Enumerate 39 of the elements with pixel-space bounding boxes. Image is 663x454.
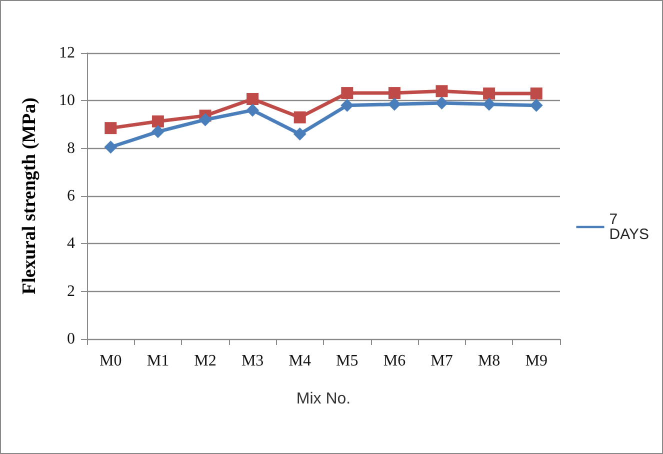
point bbox=[435, 96, 448, 110]
point bbox=[483, 88, 496, 100]
point bbox=[294, 111, 306, 124]
point bbox=[388, 87, 400, 100]
x-tick-label: M7 bbox=[430, 352, 453, 370]
point bbox=[104, 122, 117, 134]
legend-label: 7 DAYS bbox=[609, 211, 649, 243]
y-tick-label: 8 bbox=[67, 140, 75, 157]
x-axis-title: Mix No. bbox=[296, 390, 351, 408]
point bbox=[151, 125, 164, 138]
point bbox=[293, 128, 306, 141]
x-tick-label: M4 bbox=[288, 352, 311, 370]
x-tick-label: M2 bbox=[194, 352, 216, 370]
x-tick-label: M3 bbox=[241, 352, 264, 370]
point bbox=[246, 93, 259, 105]
point bbox=[152, 115, 164, 128]
x-tick-label: M5 bbox=[336, 352, 358, 370]
point bbox=[530, 88, 542, 100]
point bbox=[104, 140, 118, 154]
x-tick-label: M6 bbox=[383, 352, 406, 370]
x-tick-label: M0 bbox=[100, 352, 122, 370]
x-tick-label: M8 bbox=[478, 352, 500, 370]
x-tick-label: M1 bbox=[146, 352, 170, 370]
point bbox=[388, 98, 401, 111]
point bbox=[436, 85, 448, 98]
y-tick-label: 4 bbox=[67, 235, 75, 252]
point bbox=[340, 98, 354, 112]
y-tick-label: 2 bbox=[67, 282, 75, 300]
y-tick-label: 10 bbox=[59, 92, 75, 110]
point bbox=[198, 113, 212, 126]
x-tick-label: M9 bbox=[525, 352, 548, 370]
y-tick-label: 6 bbox=[67, 188, 75, 204]
y-axis-title: Flexural strength (MPa) bbox=[19, 98, 40, 294]
point bbox=[341, 87, 354, 100]
y-tick-label: 0 bbox=[67, 330, 75, 348]
point bbox=[530, 98, 543, 112]
y-tick-label: 12 bbox=[59, 44, 75, 62]
point bbox=[482, 98, 496, 111]
point bbox=[246, 104, 260, 117]
